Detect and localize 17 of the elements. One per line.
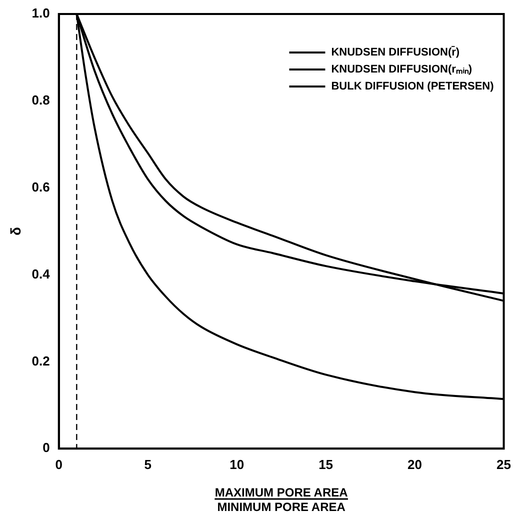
y-tick-label: 0.8: [32, 92, 50, 108]
x-tick-label: 25: [496, 456, 512, 472]
x-tick-label: 20: [408, 456, 422, 472]
x-tick-label: 10: [230, 456, 244, 472]
x-tick-label: 0: [55, 456, 62, 472]
legend-label: BULK DIFFUSION (PETERSEN): [331, 80, 494, 93]
legend-label: KNUDSEN DIFFUSION(r̄): [331, 46, 460, 59]
y-tick-label: 1.0: [32, 6, 50, 21]
x-tick-label: 15: [318, 456, 334, 472]
y-axis-title: δ: [7, 227, 24, 236]
y-tick-label: 0.6: [32, 179, 50, 194]
y-tick-label: 0.2: [32, 353, 50, 368]
y-tick-label: 0.4: [32, 266, 51, 282]
x-axis-title: MAXIMUM PORE AREA MINIMUM PORE AREA: [214, 486, 348, 514]
y-tick-label: 0: [42, 440, 50, 456]
legend-label: KNUDSEN DIFFUSION(rₘᵢₙ): [331, 64, 472, 76]
x-tick-label: 5: [144, 456, 152, 472]
